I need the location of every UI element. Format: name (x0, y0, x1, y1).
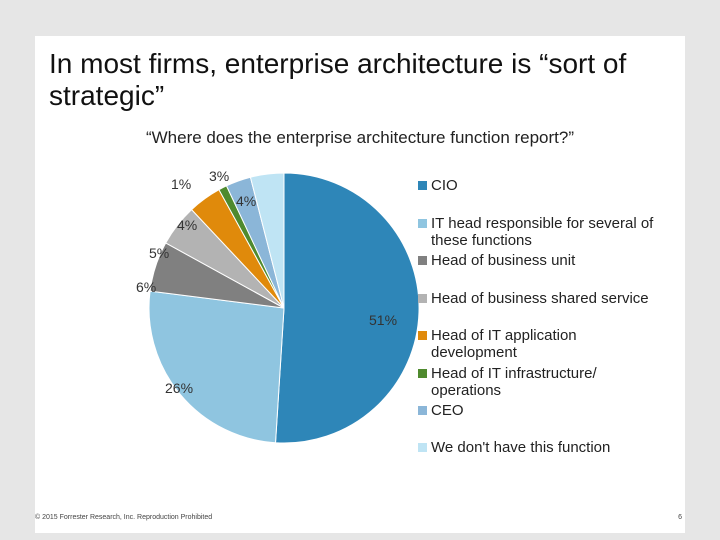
legend-label: IT head responsible for several of these… (431, 215, 654, 249)
legend-swatch (418, 219, 427, 228)
slice-label: 1% (171, 176, 191, 192)
legend-item-ceo: CEO (418, 402, 676, 419)
legend-label: Head of IT infrastructure/ operations (431, 365, 597, 399)
legend-swatch (418, 181, 427, 190)
slice-label: 5% (149, 245, 169, 261)
legend-label: CIO (431, 177, 458, 194)
pie-chart: 51% 26% 6% 5% 4% 1% 3% 4% (136, 168, 420, 444)
legend-label: Head of IT application development (431, 327, 577, 361)
legend-swatch (418, 406, 427, 415)
legend-swatch (418, 331, 427, 340)
legend-swatch (418, 369, 427, 378)
legend-item-app-dev: Head of IT application development (418, 327, 611, 361)
pie-slice (274, 172, 420, 444)
legend-item-no-function: We don't have this function (418, 439, 676, 456)
slice-label: 4% (236, 193, 256, 209)
legend-item-it-head: IT head responsible for several of these… (418, 215, 676, 249)
legend-label: Head of business unit (431, 252, 576, 269)
slice-label: 4% (177, 217, 197, 233)
page-number: 6 (678, 514, 682, 521)
legend-swatch (418, 443, 427, 452)
legend-label: We don't have this function (431, 439, 611, 456)
legend-label: Head of business shared service (431, 290, 649, 307)
slice-label: 6% (136, 279, 156, 295)
slice-label: 3% (209, 168, 229, 184)
copyright: © 2015 Forrester Research, Inc. Reproduc… (35, 514, 213, 521)
slide: In most firms, enterprise architecture i… (35, 36, 685, 533)
legend-label: CEO (431, 402, 464, 419)
legend-swatch (418, 294, 427, 303)
legend-item-infrastructure: Head of IT infrastructure/ operations (418, 365, 631, 399)
pie-slice (249, 172, 285, 309)
legend-item-head-business-unit: Head of business unit (418, 252, 676, 269)
slice-label: 51% (369, 312, 397, 328)
pie-slice (148, 290, 285, 444)
legend-swatch (418, 256, 427, 265)
slice-label: 26% (165, 380, 193, 396)
slide-title: In most firms, enterprise architecture i… (49, 48, 627, 111)
legend-item-cio: CIO (418, 177, 676, 194)
chart-title: “Where does the enterprise architecture … (145, 128, 575, 147)
legend-item-shared-service: Head of business shared service (418, 290, 676, 307)
